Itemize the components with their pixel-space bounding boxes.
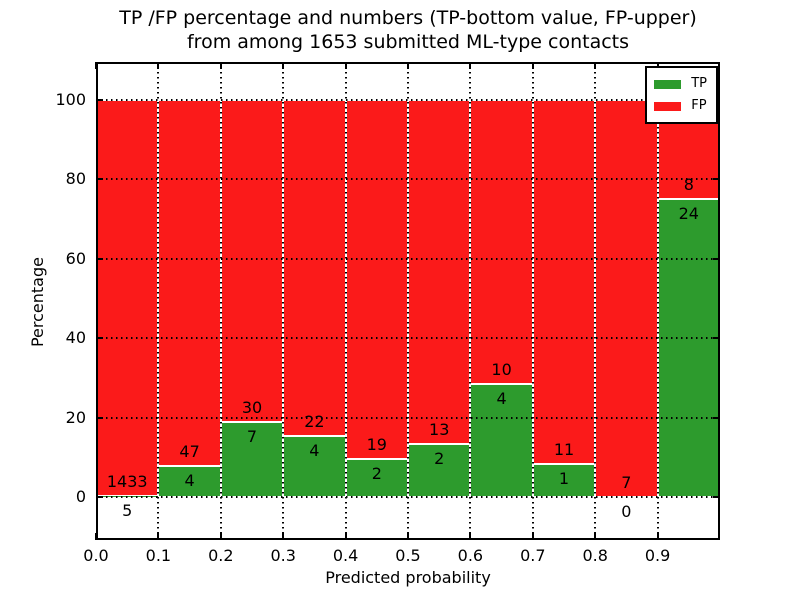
y-tick-label: 100 [55,90,86,109]
bar-segment-fp [158,100,221,466]
x-tick-label: 0.6 [457,546,484,565]
y-tick-left [96,178,103,181]
bar-count-label-fp: 22 [304,411,325,431]
x-axis-label: Predicted probability [325,568,491,587]
legend-entry: TP [654,73,707,95]
chart-title-line-1: TP /FP percentage and numbers (TP-bottom… [119,7,697,29]
bar-count-label-tp: 2 [434,449,445,469]
gridline-x [469,62,472,540]
x-tick-top [344,62,347,69]
y-tick-right [713,178,720,181]
bar-segment-tp [657,199,720,497]
y-tick-right [713,416,720,419]
x-tick-top [219,62,222,69]
bar-count-label-fp: 1433 [106,471,148,491]
bar-count-label-fp: 10 [491,359,512,379]
x-tick-top [282,62,285,69]
y-tick-right [713,337,720,340]
x-tick-bottom [656,533,659,540]
y-tick-label: 20 [65,407,86,427]
chart-title: TP /FP percentage and numbers (TP-bottom… [96,6,720,54]
gridline-x [656,62,659,540]
bar-segment-tp [408,444,471,497]
y-tick-left [96,337,103,340]
legend: TP FP [645,66,718,124]
gridline-x [344,62,347,540]
legend-swatch-fp [654,101,682,111]
x-tick-top [531,62,534,69]
bar-count-label-fp: 30 [241,397,263,417]
bar-count-label-tp: 2 [371,464,382,484]
bar-count-label-fp: 13 [429,420,450,440]
bar-labels-layer: 1433 5 47 4 30 7 22 4 19 2 13 2 10 4 11 1 7 0 8 24 [96,62,720,540]
gridline-x [157,62,160,540]
y-tick-right [713,496,720,498]
bar-count-label-fp: 19 [366,435,387,455]
y-tick-label: 80 [65,169,86,189]
bar-count-label-tp: 24 [678,204,699,224]
y-tick-left [96,99,103,101]
x-tick-bottom [407,533,409,540]
gridline-x [282,62,285,540]
bar-count-label-tp: 0 [621,502,632,521]
x-tick-label: 0.4 [332,546,359,565]
x-tick-label: 0.3 [270,546,296,565]
legend-entry: FP [654,95,707,117]
x-tick-label: 0.5 [395,546,421,565]
x-tick-top [407,62,409,69]
bar-count-label-tp: 4 [184,470,195,490]
y-tick-left [96,416,103,419]
bar-count-label-tp: 5 [122,500,133,520]
gridline-x [531,62,534,540]
bar-count-label-tp: 7 [246,426,258,446]
bar-count-label-tp: 4 [309,440,320,460]
x-tick-label: 0.0 [83,546,109,565]
y-tick-right [713,257,720,260]
x-tick-top [656,62,659,69]
bar-count-label-fp: 8 [683,175,694,195]
x-tick-label: 0.1 [145,546,172,565]
bar-count-label-fp: 11 [553,439,575,459]
x-tick-bottom [219,533,222,540]
y-tick-label: 0 [75,487,86,506]
x-tick-top [469,62,472,69]
legend-label: FP [691,98,707,113]
bars-layer [96,62,720,540]
x-tick-bottom [344,533,347,540]
x-tick-bottom [594,533,597,540]
bar-count-label-tp: 4 [496,388,507,408]
y-tick-left [96,496,103,498]
chart-title-line-2: from among 1653 submitted ML-type contac… [186,31,630,53]
y-tick-label: 60 [65,248,86,268]
x-tick-label: 0.8 [582,546,608,565]
x-tick-top [594,62,597,69]
x-tick-bottom [531,533,534,540]
legend-label: TP [691,76,707,91]
x-tick-top [157,62,160,69]
gridline-x [594,62,597,540]
x-tick-label: 0.2 [208,546,234,565]
plot-area: 1433 5 47 4 30 7 22 4 19 2 13 2 10 4 11 1 7 0 8 24 TP FP [95,62,720,540]
grid-layer [96,62,720,540]
x-tick-bottom [157,533,160,540]
x-tick-label: 0.9 [644,546,671,565]
x-tick-bottom [282,533,285,540]
bar-count-label-tp: 1 [558,468,570,488]
legend-swatch-tp [654,79,682,89]
x-tick-label: 0.7 [520,546,546,565]
bar-count-label-fp: 7 [621,473,632,492]
gridline-x [407,62,409,540]
y-tick-left [96,257,103,260]
y-tick-label: 40 [65,328,86,348]
bar-count-label-fp: 47 [179,441,200,461]
gridline-x [219,62,222,540]
x-tick-bottom [469,533,472,540]
